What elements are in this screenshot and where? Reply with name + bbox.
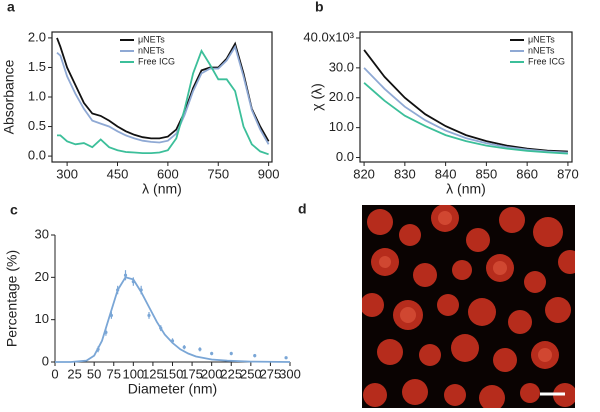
data-point (147, 313, 151, 318)
x-tick-label: 450 (107, 166, 129, 181)
x-tick-label: 900 (258, 166, 280, 181)
y-axis-label: Absorbance (1, 59, 17, 134)
y-tick-label: 1.0 (28, 88, 46, 103)
data-point (198, 347, 202, 351)
x-tick-label: 820 (353, 166, 375, 181)
data-point (253, 354, 257, 358)
y-tick-label: 0 (42, 353, 49, 368)
x-tick-label: 750 (207, 166, 229, 181)
data-point (96, 347, 100, 351)
y-axis-label: Percentage (%) (4, 250, 20, 347)
x-axis-label: Diameter (nm) (128, 381, 217, 397)
x-tick-label: 100 (122, 366, 144, 381)
data-point (229, 351, 233, 356)
y-axis-label: χ (λ) (309, 83, 325, 111)
y-tick-label: 30.0 (329, 59, 354, 74)
legend-label: Free ICG (528, 56, 565, 66)
line-series (57, 48, 269, 156)
x-tick-label: 840 (435, 166, 457, 181)
line-series (56, 37, 270, 142)
micrograph (362, 205, 575, 408)
x-tick-label: 830 (394, 166, 416, 181)
x-tick-label: 300 (56, 166, 78, 181)
x-axis-label: λ (nm) (446, 181, 486, 197)
line-series (55, 276, 291, 363)
x-tick-label: 850 (476, 166, 498, 181)
x-tick-label: 275 (260, 366, 282, 381)
panel-label: b (315, 0, 324, 15)
data-point (159, 326, 163, 330)
plot-frame (359, 31, 573, 163)
x-tick-label: 200 (201, 366, 223, 381)
data-point (116, 288, 120, 292)
data-point (123, 273, 128, 277)
y-tick-label: 20 (35, 269, 49, 284)
y-tick-label: 0.0 (28, 148, 46, 163)
x-tick-label: 150 (162, 366, 184, 381)
panel-label: d (298, 201, 307, 217)
y-tick-label: 10.0 (329, 119, 354, 134)
x-tick-label: 300 (279, 366, 301, 381)
y-tick-label: 2.0 (28, 29, 46, 44)
x-tick-label: 600 (157, 166, 179, 181)
x-tick-label: 250 (240, 366, 262, 381)
x-tick-label: 860 (516, 166, 538, 181)
panel-label: c (10, 202, 18, 218)
data-point (131, 279, 135, 284)
data-point (182, 345, 186, 349)
y-tick-label: 40.0x10³ (303, 29, 354, 44)
line-series (363, 82, 568, 155)
x-axis-label: λ (nm) (142, 181, 182, 197)
data-point (170, 339, 175, 343)
x-tick-label: 0 (51, 366, 58, 381)
line-series (363, 67, 568, 154)
y-tick-label: 30 (35, 226, 49, 241)
data-point (104, 330, 108, 334)
legend-label: nNETs (528, 45, 555, 55)
line-series (56, 44, 270, 145)
line-series (363, 49, 568, 153)
x-tick-label: 25 (67, 366, 81, 381)
y-tick-label: 10 (35, 311, 49, 326)
x-tick-label: 50 (87, 366, 101, 381)
data-point (210, 351, 214, 356)
y-tick-label: 0.0 (336, 149, 354, 164)
legend-label: μNETs (138, 34, 165, 44)
x-tick-label: 870 (557, 166, 579, 181)
panel-label: a (7, 0, 15, 15)
legend-label: μNETs (528, 34, 555, 44)
x-tick-label: 125 (142, 366, 164, 381)
x-tick-label: 175 (181, 366, 203, 381)
x-tick-label: 225 (220, 366, 242, 381)
y-tick-label: 20.0 (329, 89, 354, 104)
legend-label: nNETs (138, 45, 165, 55)
data-point (109, 313, 113, 318)
legend-label: Free ICG (138, 56, 175, 66)
data-point (139, 288, 143, 292)
y-tick-label: 0.5 (28, 118, 46, 133)
data-point (284, 356, 288, 360)
x-tick-label: 75 (107, 366, 121, 381)
y-tick-label: 1.5 (28, 59, 46, 74)
